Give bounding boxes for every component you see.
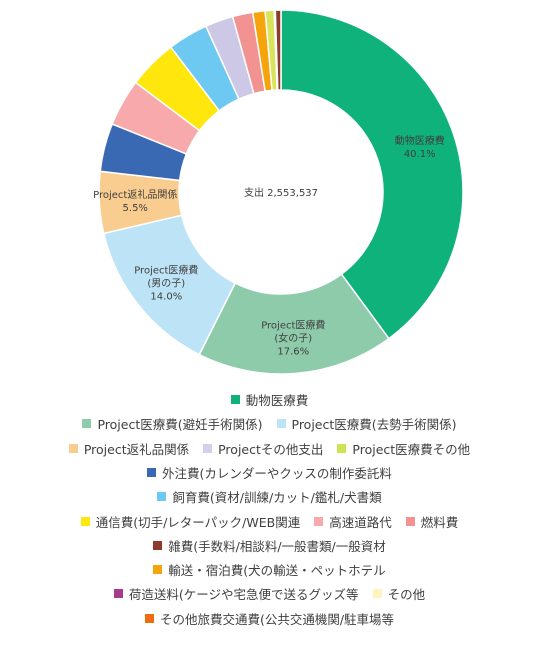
legend-label: 荷造送料(ケージや宅急便で送るグッズ等: [128, 587, 359, 603]
legend-row: 動物医療費: [0, 390, 539, 409]
legend-label: 雑費(手数料/相談料/一般書類/一般資材: [168, 538, 386, 554]
legend-row: 輸送・宿泊費(犬の輸送・ペットホテル: [0, 560, 539, 579]
legend-swatch: [203, 443, 213, 453]
slice-label-0: 動物医療費 40.1%: [395, 134, 445, 160]
slice-15: [274, 9, 282, 91]
slice-label-1: Project医療費(女の子) 17.6%: [261, 318, 325, 357]
slice-0: [280, 9, 464, 340]
legend-item: 通信費(切手/レターパック/WEB関連: [80, 512, 301, 531]
legend-swatch: [153, 565, 163, 575]
legend-item: 動物医療費: [230, 390, 309, 409]
legend-item: その他旅費交通費(公共交通機関/駐車場等: [144, 609, 395, 628]
legend-swatch: [113, 589, 123, 599]
legend-swatch: [405, 516, 415, 526]
legend-item: 高速道路代: [314, 512, 392, 531]
legend-item: Project医療費(避妊手術関係): [82, 414, 263, 433]
legend-swatch: [82, 419, 92, 429]
legend-item: その他: [372, 584, 426, 603]
legend-label: 飼育費(資材/訓練/カット/鑑札/犬書類: [172, 490, 382, 506]
legend-item: 雑費(手数料/相談料/一般書類/一般資材: [153, 536, 386, 555]
legend-row: 通信費(切手/レターパック/WEB関連 高速道路代 燃料費: [0, 512, 539, 531]
legend-swatch: [372, 589, 382, 599]
legend-row: 飼育費(資材/訓練/カット/鑑札/犬書類: [0, 487, 539, 506]
legend-swatch: [314, 516, 324, 526]
legend-label: 動物医療費: [245, 393, 309, 408]
slice-label-2: Project医療費(男の子) 14.0%: [134, 263, 198, 302]
legend-item: 燃料費: [405, 512, 459, 531]
center-label: 支出 2,553,537: [244, 186, 318, 199]
legend-item: 荷造送料(ケージや宅急便で送るグッズ等: [113, 584, 359, 603]
legend-item: Project医療費(去勢手術関係): [276, 414, 457, 433]
legend-label: Project医療費(去勢手術関係): [291, 417, 457, 433]
legend-row: 荷造送料(ケージや宅急便で送るグッズ等 その他: [0, 584, 539, 603]
legend-row: 雑費(手数料/相談料/一般書類/一般資材: [0, 536, 539, 555]
legend-swatch: [153, 540, 163, 550]
legend-swatch: [230, 395, 240, 404]
legend-label: 高速道路代: [329, 514, 392, 530]
legend-swatch: [337, 443, 347, 453]
legend-label: 外注費(カレンダーやクッスの制作委託料: [162, 465, 392, 481]
legend-label: Projectその他支出: [218, 441, 324, 457]
donut-svg: 動物医療費 40.1% Project医療費(女の子) 17.6% Project医療費…: [93, 9, 464, 375]
legend-swatch: [147, 467, 157, 477]
legend-item: Project返礼品関係: [68, 439, 190, 458]
legend-item: Projectその他支出: [203, 439, 323, 458]
legend-swatch: [276, 419, 286, 429]
legend-row: 外注費(カレンダーやクッスの制作委託料: [0, 463, 539, 482]
legend-item: 飼育費(資材/訓練/カット/鑑札/犬書類: [157, 487, 382, 506]
legend-label: その他: [387, 587, 426, 603]
legend-swatch: [80, 516, 90, 526]
legend-row: その他旅費交通費(公共交通機関/駐車場等: [0, 609, 539, 628]
legend-label: Project医療費その他: [352, 441, 471, 457]
legend-swatch: [157, 492, 167, 502]
legend-label: Project返礼品関係: [83, 441, 190, 457]
legend-item: 外注費(カレンダーやクッスの制作委託料: [147, 463, 392, 482]
slice-label-3: Project返礼品関係 5.5%: [93, 188, 177, 214]
legend-row: Project返礼品関係 Projectその他支出 Project医療費その他: [0, 439, 539, 458]
legend-label: 通信費(切手/レターパック/WEB関連: [95, 514, 301, 530]
legend-label: Project医療費(避妊手術関係): [97, 417, 263, 433]
legend-swatch: [144, 613, 154, 623]
legend-label: 燃料費: [420, 514, 459, 530]
legend-swatch: [68, 443, 78, 453]
legend-label: 輸送・宿泊費(犬の輸送・ペットホテル: [168, 563, 386, 579]
legend-item: 輸送・宿泊費(犬の輸送・ペットホテル: [153, 560, 386, 579]
legend-row: Project医療費(避妊手術関係) Project医療費(去勢手術関係): [0, 414, 539, 433]
legend-label: その他旅費交通費(公共交通機関/駐車場等: [159, 611, 395, 627]
legend-item: Project医療費その他: [337, 439, 470, 458]
